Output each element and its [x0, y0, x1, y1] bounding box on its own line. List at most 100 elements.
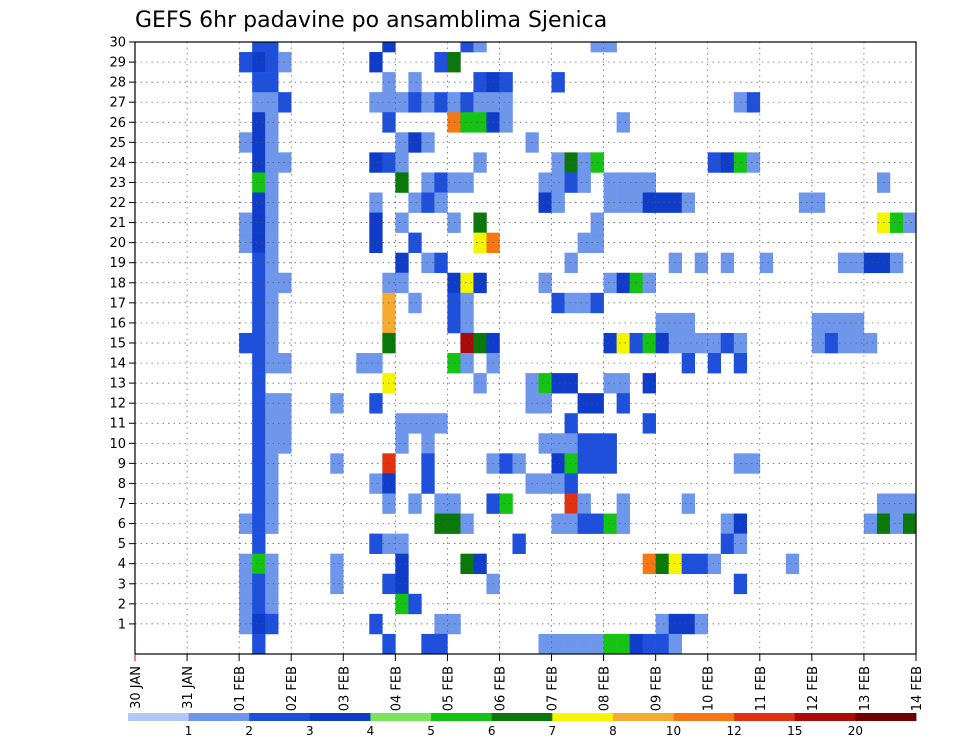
heatmap-cell	[564, 433, 578, 454]
y-tick-label: 26	[109, 116, 126, 131]
x-tick-label: 10 FEB	[702, 666, 717, 711]
heatmap-cell	[473, 232, 487, 253]
heatmap-cell	[252, 212, 266, 233]
heatmap-cell	[642, 373, 656, 394]
heatmap-cell	[642, 553, 656, 575]
heatmap-cell	[408, 593, 422, 615]
heatmap-cell	[629, 633, 643, 655]
heatmap-cell	[616, 633, 630, 655]
legend-swatch	[188, 713, 250, 721]
heatmap-cell	[902, 493, 917, 514]
heatmap-cell	[265, 112, 279, 133]
heatmap-cell	[499, 112, 513, 133]
x-axis: 30 JAN 31 JAN 01 FEB 02 FEB 03 FEB 04 FEB 05 F…	[129, 654, 925, 711]
heatmap-cell	[460, 292, 474, 314]
heatmap-cell	[655, 613, 669, 635]
legend-swatch	[612, 713, 674, 721]
heatmap-cell	[564, 252, 578, 274]
heatmap-cell	[590, 42, 604, 53]
heatmap-cell	[616, 393, 630, 414]
heatmap-cell	[473, 152, 487, 173]
heatmap-cell	[564, 152, 578, 173]
heatmap-cell	[408, 192, 422, 213]
heatmap-cell	[434, 493, 448, 514]
legend-label: 5	[427, 724, 435, 738]
y-tick-label: 20	[109, 236, 126, 251]
heatmap-cell	[616, 172, 630, 193]
heatmap-cell	[681, 192, 696, 213]
heatmap-cell	[382, 42, 396, 53]
heatmap-cell	[434, 413, 448, 434]
heatmap-cell	[473, 332, 487, 354]
heatmap-cell	[265, 493, 279, 514]
heatmap-cell	[655, 633, 669, 655]
heatmap-cell	[265, 52, 279, 73]
heatmap-cell	[564, 292, 578, 314]
heatmap-cell	[369, 52, 383, 73]
heatmap-cell	[473, 92, 487, 113]
x-tick-label: 05 FEB	[441, 666, 456, 711]
heatmap-cell	[642, 633, 656, 655]
legend-swatch	[673, 713, 735, 721]
chart-title: GEFS 6hr padavine po ansamblima Sjenica	[135, 8, 607, 33]
heatmap-cell	[265, 252, 279, 274]
heatmap-cell	[603, 42, 617, 53]
heatmap-cell	[369, 192, 383, 213]
heatmap-cell	[863, 332, 878, 354]
heatmap-cell	[902, 212, 917, 233]
x-tick-label: 02 FEB	[285, 666, 300, 711]
heatmap-cell	[590, 633, 604, 655]
heatmap-cell	[330, 393, 344, 414]
heatmap-cell	[395, 272, 409, 294]
heatmap-cell	[421, 252, 435, 274]
heatmap-cell	[681, 613, 696, 635]
plot-frame	[134, 41, 917, 655]
heatmap-cell	[512, 453, 526, 474]
heatmap-cell	[538, 272, 552, 294]
heatmap-cell	[252, 52, 266, 73]
heatmap-cell	[460, 92, 474, 113]
heatmap-cell	[460, 42, 474, 53]
y-tick-label: 4	[118, 557, 126, 572]
heatmap-cell	[408, 493, 422, 514]
heatmap-cell	[564, 633, 578, 655]
heatmap-cell	[408, 72, 422, 93]
heatmap-cell	[252, 152, 266, 173]
heatmap-cell	[252, 613, 266, 635]
heatmap-cell	[395, 252, 409, 274]
heatmap-cell	[538, 633, 552, 655]
heatmap-cell	[460, 312, 474, 334]
heatmap-cell	[473, 212, 487, 233]
y-tick-label: 11	[109, 417, 126, 432]
heatmap-cell	[395, 172, 409, 193]
y-tick-label: 30	[109, 36, 126, 51]
heatmap-cell	[473, 42, 487, 53]
heatmap-cell	[395, 132, 409, 153]
y-tick-label: 22	[109, 196, 126, 211]
heatmap-cell	[460, 553, 474, 575]
legend-label: 12	[727, 724, 742, 738]
heatmap-cell	[655, 192, 669, 213]
heatmap-cell	[603, 192, 617, 213]
heatmap-cell	[564, 473, 578, 494]
heatmap-cell	[369, 232, 383, 253]
heatmap-cell	[603, 513, 617, 534]
x-tick-label: 14 FEB	[910, 666, 925, 711]
x-tick-label: 13 FEB	[858, 666, 873, 711]
heatmap-cell	[252, 42, 266, 53]
heatmap-cell	[460, 272, 474, 294]
heatmap-cell	[434, 52, 448, 73]
heatmap-cell	[265, 553, 279, 575]
heatmap-cell	[265, 272, 279, 294]
heatmap-cell	[564, 413, 578, 434]
heatmap-cell	[395, 553, 409, 575]
x-tick-label: 11 FEB	[754, 666, 769, 711]
heatmap-cell	[473, 373, 487, 394]
heatmap-cell	[538, 192, 552, 213]
heatmap-cell	[603, 633, 617, 655]
heatmap-cell	[551, 72, 565, 93]
heatmap-cell	[252, 553, 266, 575]
heatmap-cell	[265, 413, 279, 434]
heatmap-cell	[577, 393, 591, 414]
y-tick-label: 13	[109, 377, 126, 392]
